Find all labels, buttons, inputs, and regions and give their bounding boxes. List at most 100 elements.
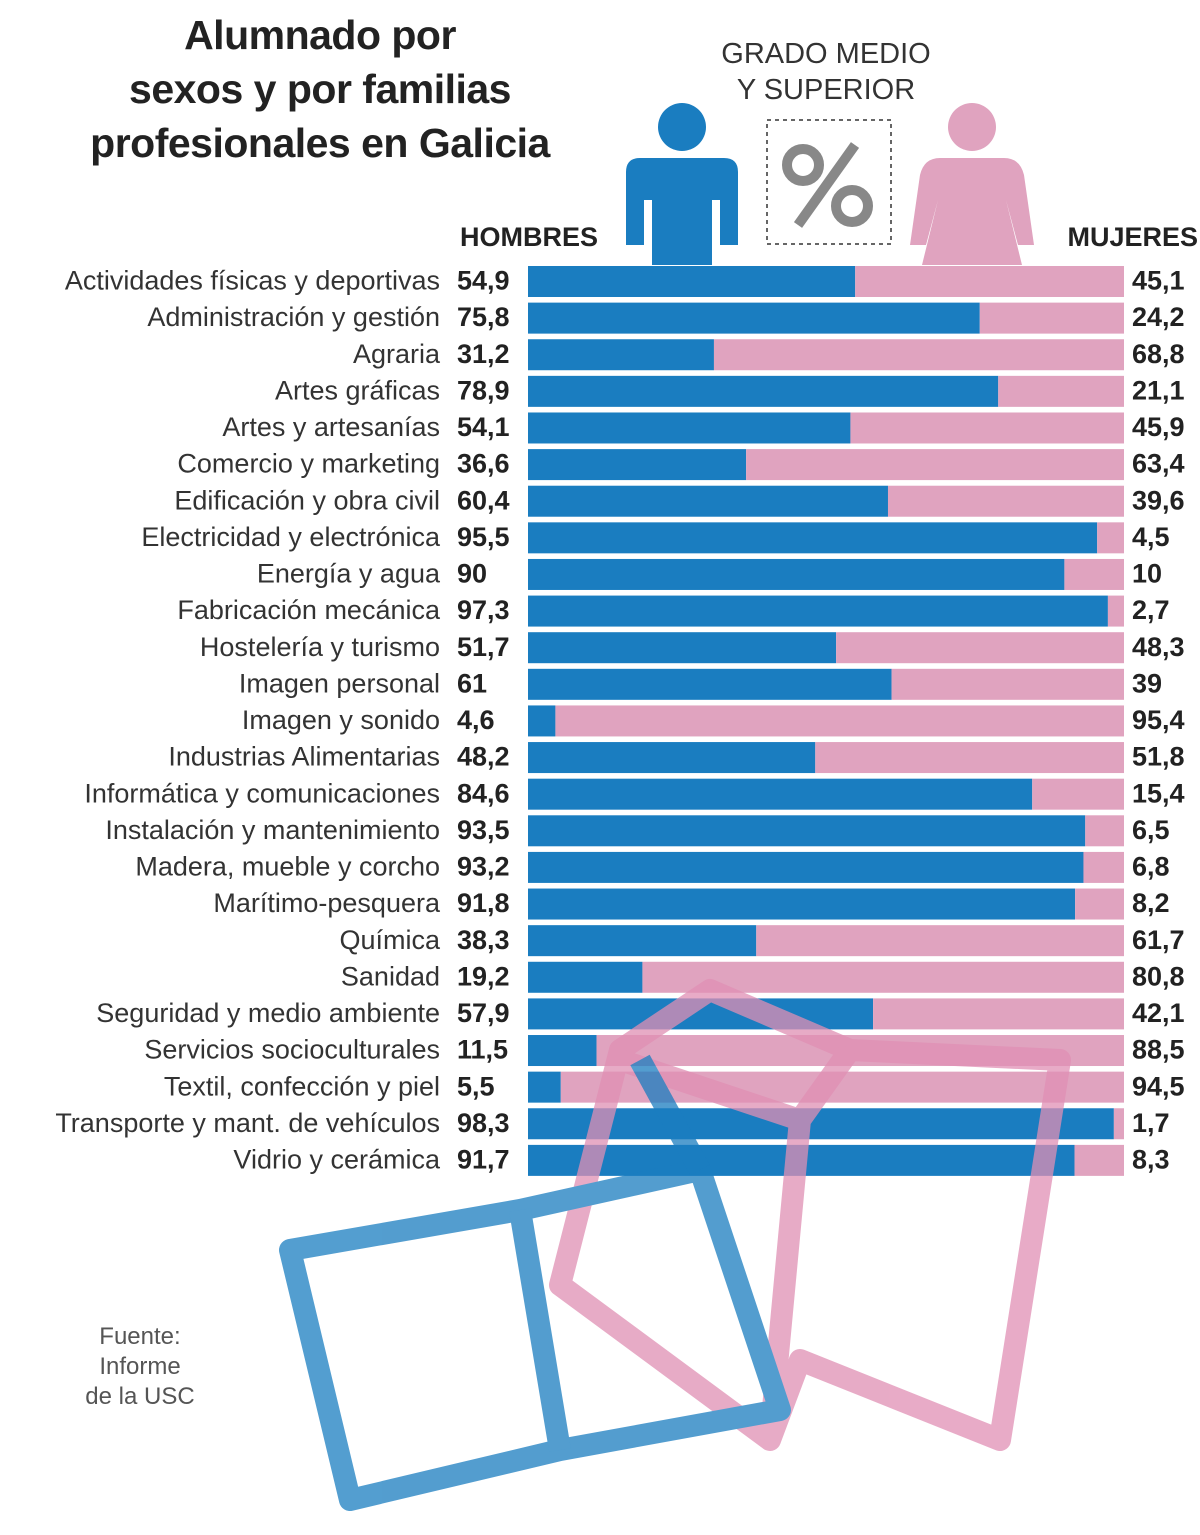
category-label: Edificación y obra civil (174, 485, 440, 515)
value-label: 10 (1132, 559, 1162, 589)
value-label: 1,7 (1132, 1108, 1170, 1138)
value-label: 90 (457, 559, 487, 589)
bar-segment (1032, 778, 1124, 810)
category-label: Energía y agua (257, 559, 441, 589)
category-label: Actividades físicas y deportivas (65, 266, 440, 296)
value-label: 95,4 (1132, 705, 1185, 735)
value-label: 4,6 (457, 705, 495, 735)
value-label: 94,5 (1132, 1071, 1185, 1101)
value-label: 11,5 (457, 1035, 508, 1065)
category-label: Artes gráficas (275, 375, 440, 405)
value-label: 60,4 (457, 485, 510, 515)
bar-segment (528, 632, 837, 664)
value-label: 57,9 (457, 998, 510, 1028)
value-label: 48,2 (457, 742, 510, 772)
value-label: 54,1 (457, 412, 510, 442)
value-label: 39 (1132, 668, 1162, 698)
bar-segment (979, 302, 1124, 334)
bar-segment (756, 925, 1124, 957)
bar-segment (528, 485, 888, 517)
bar-segment (528, 522, 1098, 554)
category-label: Artes y artesanías (222, 412, 440, 442)
bar-segment (528, 851, 1084, 883)
category-label: Administración y gestión (147, 302, 440, 332)
bar-segment (528, 742, 816, 774)
value-label: 45,1 (1132, 266, 1185, 296)
category-label: Transporte y mant. de vehículos (55, 1108, 440, 1138)
bar-segment (1074, 1144, 1124, 1176)
value-label: 93,2 (457, 852, 510, 882)
category-label: Textil, confección y piel (164, 1071, 440, 1101)
value-label: 31,2 (457, 339, 510, 369)
bar-segment (1085, 815, 1124, 847)
bar-segment (1064, 558, 1124, 590)
value-label: 45,9 (1132, 412, 1185, 442)
category-label: Servicios socioculturales (144, 1035, 440, 1065)
bar-segment (528, 266, 856, 297)
value-label: 68,8 (1132, 339, 1185, 369)
value-label: 8,2 (1132, 888, 1170, 918)
bar-segment (528, 375, 999, 407)
source-note: Fuente: Informe de la USC (85, 1323, 195, 1410)
value-label: 97,3 (457, 595, 510, 625)
bar-segment (528, 558, 1065, 590)
bar-segment (528, 339, 714, 371)
category-label: Fabricación mecánica (177, 595, 441, 625)
bar-segment (528, 778, 1033, 810)
bar-segment (528, 595, 1108, 627)
bar-segment (528, 449, 747, 481)
value-label: 21,1 (1132, 375, 1185, 405)
value-label: 4,5 (1132, 522, 1170, 552)
value-label: 54,9 (457, 266, 510, 296)
value-label: 6,5 (1132, 815, 1170, 845)
bar-segment (528, 668, 892, 700)
value-label: 15,4 (1132, 778, 1185, 808)
category-label: Sanidad (341, 961, 440, 991)
bar-segment (555, 705, 1124, 737)
value-label: 93,5 (457, 815, 510, 845)
bar-segment (998, 375, 1124, 407)
category-label: Industrias Alimentarias (168, 742, 440, 772)
bar-segment (528, 888, 1076, 920)
value-label: 61 (457, 668, 487, 698)
value-label: 36,6 (457, 449, 510, 479)
chart-title: Alumnado por sexos y por familias profes… (90, 12, 550, 166)
woman-icon (910, 103, 1034, 265)
bar-segment (887, 485, 1124, 517)
value-label: 63,4 (1132, 449, 1185, 479)
bar-segment (528, 1035, 597, 1067)
value-label: 95,5 (457, 522, 510, 552)
value-label: 6,8 (1132, 852, 1170, 882)
category-label: Madera, mueble y corcho (135, 852, 440, 882)
category-label: Imagen y sonido (242, 705, 440, 735)
bar-segment (855, 266, 1124, 297)
man-icon (626, 103, 738, 265)
value-label: 91,8 (457, 888, 510, 918)
legend-label: HOMBRES (460, 222, 598, 252)
chart-subtitle: GRADO MEDIO Y SUPERIOR (721, 38, 931, 106)
book-decoration (279, 979, 1071, 1511)
value-label: 5,5 (457, 1071, 495, 1101)
value-label: 51,8 (1132, 742, 1185, 772)
value-label: 84,6 (457, 778, 510, 808)
bar-segment (528, 302, 980, 334)
category-label: Electricidad y electrónica (141, 522, 441, 552)
bar-segment (528, 705, 556, 737)
value-label: 61,7 (1132, 925, 1185, 955)
category-label: Comercio y marketing (177, 449, 440, 479)
value-label: 8,3 (1132, 1145, 1170, 1175)
value-label: 80,8 (1132, 961, 1185, 991)
bar-segment (1083, 851, 1124, 883)
value-label: 39,6 (1132, 485, 1185, 515)
value-label: 88,5 (1132, 1035, 1185, 1065)
category-label: Imagen personal (239, 668, 440, 698)
bar-segment (1107, 595, 1124, 627)
value-label: 24,2 (1132, 302, 1185, 332)
value-label: 48,3 (1132, 632, 1185, 662)
category-label: Química (339, 925, 441, 955)
bar-segment (1097, 522, 1124, 554)
value-label: 42,1 (1132, 998, 1185, 1028)
category-label: Instalación y mantenimiento (105, 815, 440, 845)
